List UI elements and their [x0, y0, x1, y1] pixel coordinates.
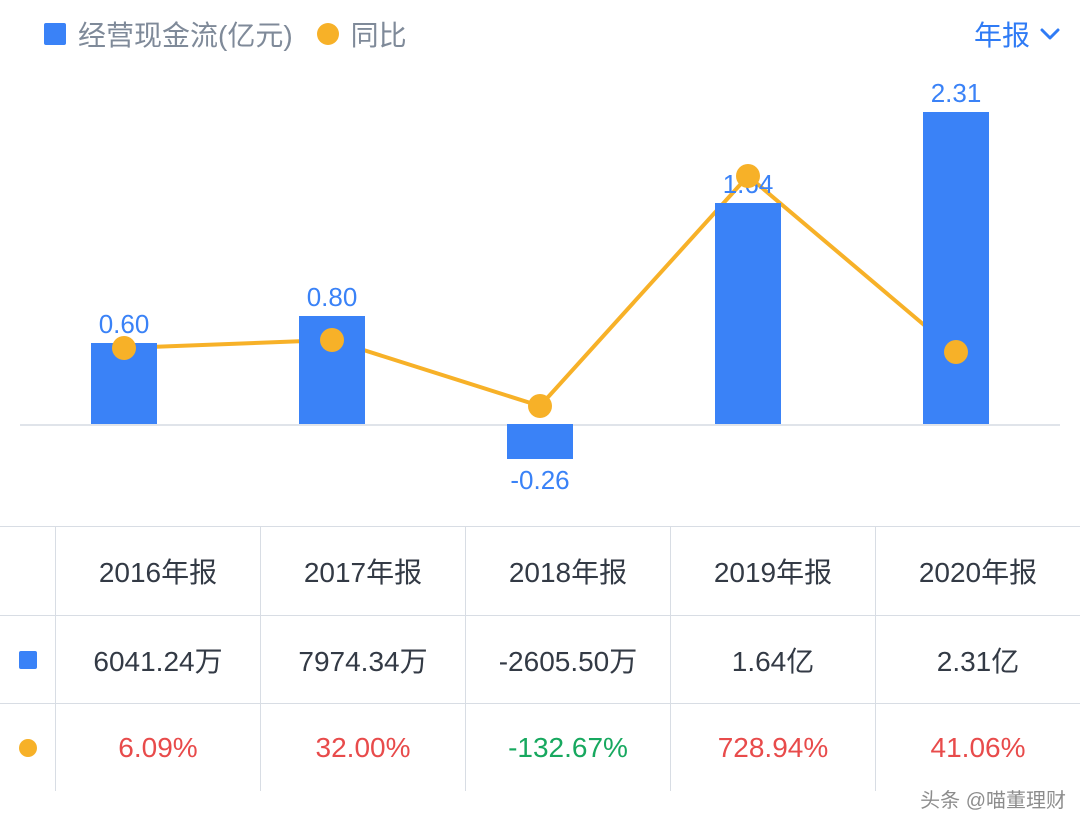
data-table: 2016年报2017年报2018年报2019年报2020年报6041.24万79…	[0, 526, 1080, 791]
table-cell: -132.67%	[466, 704, 671, 791]
square-icon	[44, 23, 66, 45]
table-row-header-cell	[0, 704, 56, 791]
chart-bar	[507, 424, 573, 459]
table-row: 6.09%32.00%-132.67%728.94%41.06%	[0, 703, 1080, 791]
table-cell: 6041.24万	[56, 616, 261, 703]
legend-label: 同比	[351, 14, 407, 54]
chart-marker	[320, 328, 344, 352]
dropdown-label: 年报	[974, 14, 1030, 54]
chart-marker	[112, 336, 136, 360]
table-row-header-cell	[0, 527, 56, 615]
table-cell: 2016年报	[56, 527, 261, 615]
table-cell: 728.94%	[671, 704, 876, 791]
square-icon	[19, 651, 37, 669]
chart-bar	[715, 203, 781, 424]
table-cell: 2018年报	[466, 527, 671, 615]
table-cell: 41.06%	[876, 704, 1080, 791]
chart-bar-label: 2.31	[931, 78, 982, 109]
watermark: 头条 @喵董理财	[920, 784, 1066, 813]
circle-icon	[19, 739, 37, 757]
table-row: 2016年报2017年报2018年报2019年报2020年报	[0, 527, 1080, 615]
table-cell: 1.64亿	[671, 616, 876, 703]
chart-line	[124, 176, 956, 406]
legend-series-yoy: 同比	[317, 14, 407, 54]
table-cell: 2.31亿	[876, 616, 1080, 703]
legend-label: 经营现金流(亿元)	[78, 14, 293, 54]
legend-series-cashflow: 经营现金流(亿元)	[44, 14, 293, 54]
table-row-header-cell	[0, 616, 56, 703]
table-cell: 32.00%	[261, 704, 466, 791]
chevron-down-icon	[1040, 27, 1060, 41]
circle-icon	[317, 23, 339, 45]
period-dropdown[interactable]: 年报	[974, 14, 1060, 54]
chart-bar-label: -0.26	[510, 465, 569, 496]
chart-marker	[736, 164, 760, 188]
table-cell: 2020年报	[876, 527, 1080, 615]
table-cell: 2017年报	[261, 527, 466, 615]
table-cell: 2019年报	[671, 527, 876, 615]
table-cell: -2605.50万	[466, 616, 671, 703]
table-row: 6041.24万7974.34万-2605.50万1.64亿2.31亿	[0, 615, 1080, 703]
table-cell: 7974.34万	[261, 616, 466, 703]
chart-bar	[923, 112, 989, 424]
chart-bar-label: 0.80	[307, 282, 358, 313]
table-cell: 6.09%	[56, 704, 261, 791]
chart-marker	[528, 394, 552, 418]
chart-marker	[944, 340, 968, 364]
